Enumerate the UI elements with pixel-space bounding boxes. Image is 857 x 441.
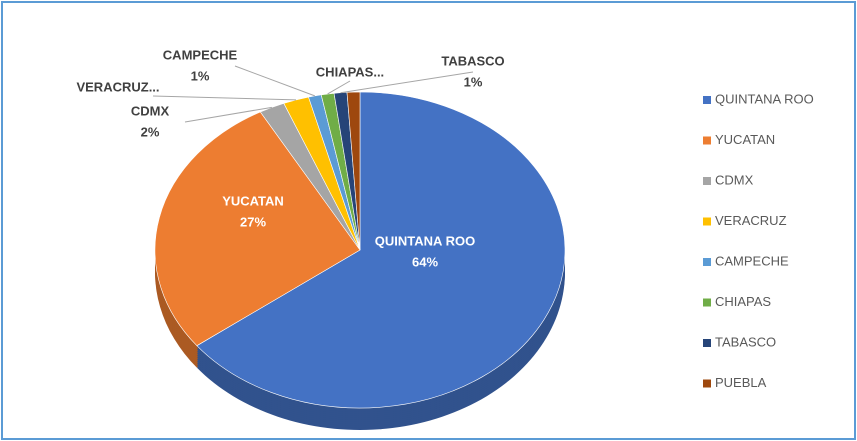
pie-slice: [196, 91, 566, 409]
legend-label: TABASCO: [715, 334, 776, 349]
legend-label: CHIAPAS: [715, 294, 771, 309]
data-labels: QUINTANA ROO 64% YUCATAN 27% CDMX 2% VERACRUZ.…: [76, 47, 504, 269]
data-label-value: 2%: [141, 124, 160, 139]
legend: QUINTANA ROO YUCATAN CDMX VERACRUZ CAMPECHE C…: [703, 91, 814, 390]
data-label-name: CHIAPAS...: [316, 64, 384, 79]
pie-slice: [346, 91, 361, 251]
data-label-value: 1%: [464, 74, 483, 89]
data-label-value: 64%: [412, 254, 438, 269]
leader-line: [340, 71, 474, 94]
pie: [154, 91, 566, 431]
data-label-name: YUCATAN: [222, 193, 284, 208]
leader-line: [234, 65, 316, 97]
leader-line: [184, 106, 272, 123]
legend-label: CDMX: [715, 172, 754, 187]
legend-swatch: [703, 258, 711, 266]
legend-swatch: [703, 136, 711, 145]
data-label-value: 1%: [191, 68, 210, 83]
legend-swatch: [703, 298, 711, 307]
pie-slice: [154, 111, 361, 347]
legend-swatch: [703, 379, 711, 388]
legend-label: CAMPECHE: [715, 253, 789, 268]
legend-label: VERACRUZ: [715, 213, 787, 228]
legend-swatch: [703, 177, 711, 185]
leader-line: [327, 80, 351, 95]
data-label-value: 27%: [240, 214, 266, 229]
data-label-name: VERACRUZ...: [76, 79, 159, 94]
data-label-name: QUINTANA ROO: [375, 233, 475, 248]
legend-label: QUINTANA ROO: [715, 91, 814, 106]
data-label-name: TABASCO: [441, 53, 504, 68]
data-label-name: CAMPECHE: [163, 47, 238, 62]
legend-swatch: [703, 96, 711, 104]
leader-line: [152, 95, 297, 101]
data-label-name: CDMX: [131, 103, 170, 118]
legend-label: PUEBLA: [715, 375, 767, 390]
legend-label: YUCATAN: [715, 132, 775, 147]
legend-swatch: [703, 217, 711, 226]
legend-swatch: [703, 339, 711, 347]
